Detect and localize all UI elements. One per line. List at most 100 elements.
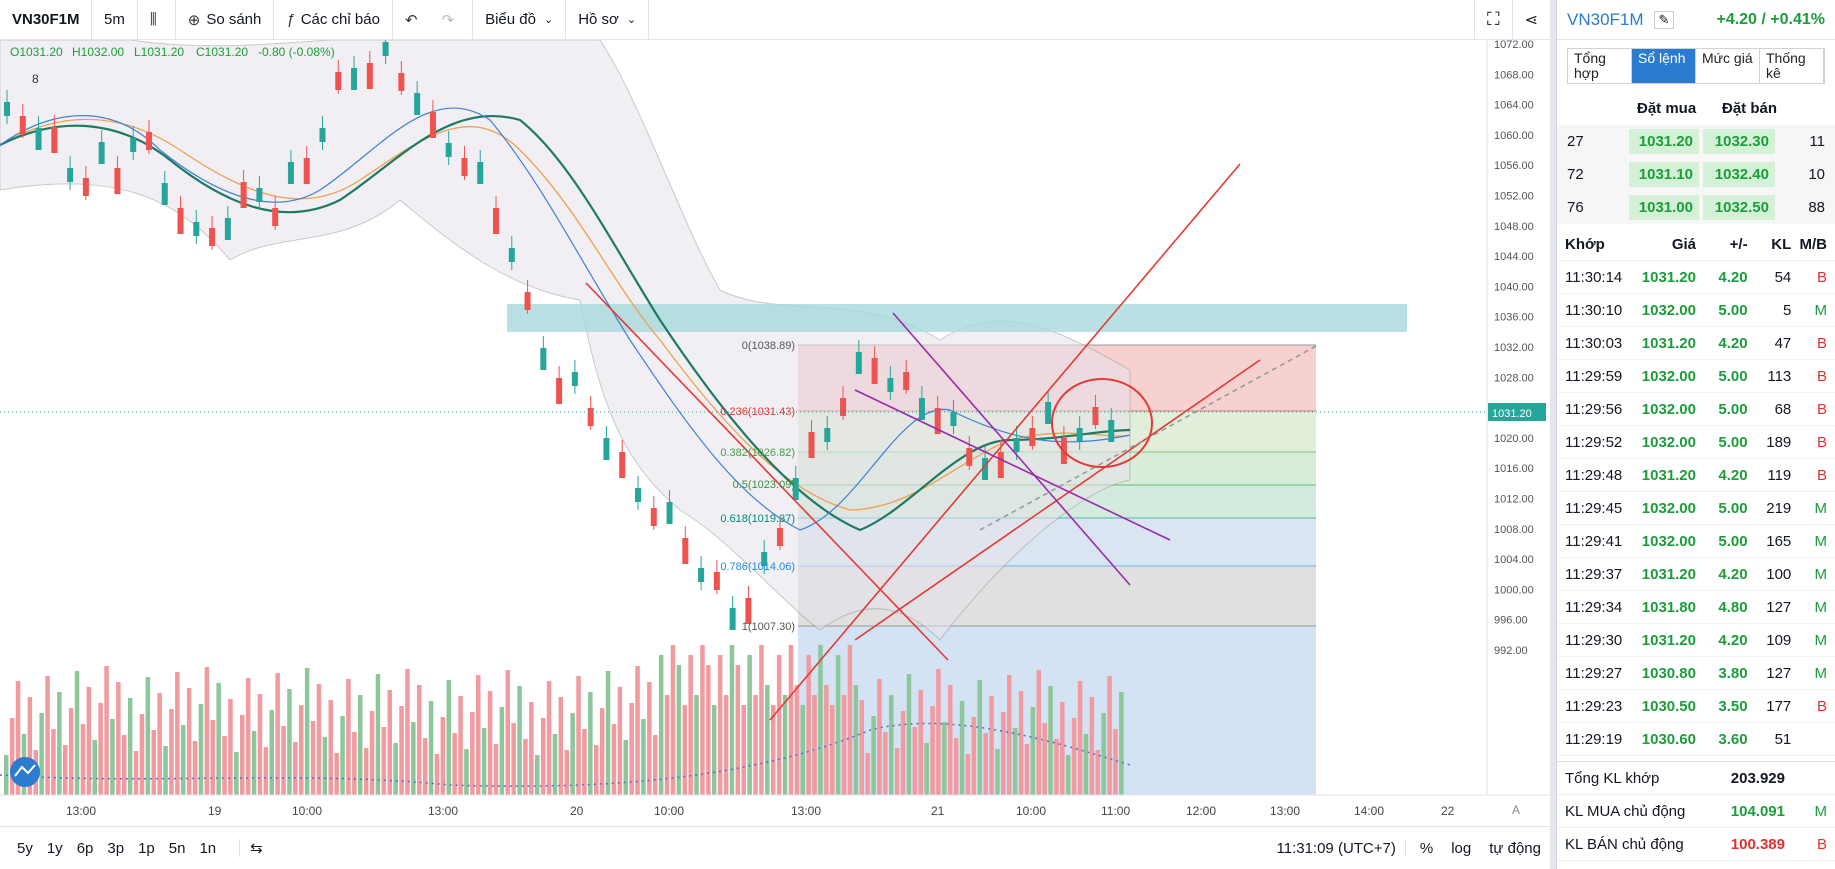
order-book: 27 1031.20 1032.30 11 72 1031.10 1032.40 10 76 10… bbox=[1557, 125, 1835, 224]
price-tick: 1044.00 bbox=[1494, 251, 1534, 263]
volume-bar bbox=[145, 677, 151, 795]
col-time: Khớp bbox=[1565, 235, 1605, 253]
volume-bar bbox=[535, 755, 540, 795]
indicator-value: 8 bbox=[32, 72, 39, 86]
col-change: +/- bbox=[1729, 235, 1748, 253]
side-symbol[interactable]: VN30F1M bbox=[1567, 9, 1644, 29]
book-row[interactable]: 72 1031.10 1032.40 10 bbox=[1557, 158, 1835, 191]
match-price: 1031.20 bbox=[1641, 334, 1696, 352]
auto-toggle[interactable]: tự động bbox=[1489, 839, 1541, 857]
volume-bar bbox=[169, 709, 174, 795]
range-5y[interactable]: 5y bbox=[17, 839, 33, 857]
price-axis[interactable]: 1072.00 1068.00 1064.00 1060.00 1056.00 1052.… bbox=[1494, 40, 1534, 657]
edit-icon[interactable]: ✎ bbox=[1653, 10, 1675, 29]
candle-body bbox=[556, 378, 563, 404]
match-row[interactable]: 11:29:56 1032.00 5.00 68 B bbox=[1557, 393, 1835, 426]
volume-bar bbox=[765, 685, 770, 795]
tab-1[interactable]: Sổ lệnh bbox=[1632, 49, 1696, 83]
volume-bar bbox=[9, 718, 15, 795]
interval-button[interactable]: 5m bbox=[92, 0, 138, 40]
volume-bar bbox=[635, 666, 640, 795]
match-time: 11:29:23 bbox=[1565, 697, 1623, 715]
ask-header: Đặt bán bbox=[1722, 100, 1778, 117]
date-range-icon[interactable]: ⇆ bbox=[239, 839, 273, 857]
range-3p[interactable]: 3p bbox=[107, 839, 125, 857]
volume-bar bbox=[794, 685, 800, 795]
match-row[interactable]: 11:30:10 1032.00 5.00 5 M bbox=[1557, 294, 1835, 327]
volume-bar bbox=[299, 705, 304, 795]
fullscreen-button[interactable]: ⛶ bbox=[1473, 0, 1513, 40]
profile-menu-button[interactable]: Hồ sơ ⌄ bbox=[566, 0, 650, 40]
compare-button[interactable]: ⊕ So sánh bbox=[176, 0, 275, 40]
match-row[interactable]: 11:29:41 1032.00 5.00 165 M bbox=[1557, 525, 1835, 558]
tab-0[interactable]: Tổng hợp bbox=[1568, 49, 1632, 83]
percent-toggle[interactable]: % bbox=[1404, 839, 1442, 857]
panel-divider[interactable] bbox=[1550, 0, 1556, 869]
match-row[interactable]: 11:29:27 1030.80 3.80 127 M bbox=[1557, 657, 1835, 690]
volume-bar bbox=[953, 738, 959, 795]
bid-header: Đặt mua bbox=[1637, 100, 1697, 117]
undo-button[interactable]: ↶ bbox=[393, 0, 430, 40]
match-change: 5.00 bbox=[1718, 301, 1748, 319]
tab-3[interactable]: Thống kê bbox=[1760, 49, 1824, 83]
match-row[interactable]: 11:29:45 1032.00 5.00 219 M bbox=[1557, 492, 1835, 525]
price-tick: 1052.00 bbox=[1494, 191, 1534, 203]
range-5n[interactable]: 5n bbox=[168, 839, 186, 857]
volume-bar bbox=[511, 723, 516, 795]
book-row[interactable]: 27 1031.20 1032.30 11 bbox=[1557, 125, 1835, 158]
match-price: 1031.80 bbox=[1641, 598, 1696, 616]
resistance-zone[interactable] bbox=[507, 304, 1407, 332]
volume-bar bbox=[594, 745, 599, 795]
match-row[interactable]: 11:29:30 1031.20 4.20 109 M bbox=[1557, 624, 1835, 657]
match-row[interactable]: 11:29:19 1030.60 3.60 51 bbox=[1557, 723, 1835, 756]
range-1n[interactable]: 1n bbox=[199, 839, 217, 857]
match-row[interactable]: 11:29:37 1031.20 4.20 100 M bbox=[1557, 558, 1835, 591]
volume-bar bbox=[440, 717, 446, 795]
match-row[interactable]: 11:30:03 1031.20 4.20 47 B bbox=[1557, 327, 1835, 360]
range-6p[interactable]: 6p bbox=[76, 839, 94, 857]
price-chart[interactable]: 0(1038.89) 0.236(1031.43) 0.382(1026.82) 0.… bbox=[0, 40, 1550, 830]
candle-body bbox=[366, 63, 373, 89]
match-change: 4.20 bbox=[1718, 268, 1748, 286]
log-toggle[interactable]: log bbox=[1451, 839, 1472, 857]
match-volume: 177 bbox=[1766, 697, 1792, 715]
trend-lines[interactable] bbox=[585, 163, 1319, 721]
volume-bar bbox=[900, 711, 906, 795]
volume-bar bbox=[588, 692, 593, 795]
redo-button[interactable]: ↷ bbox=[430, 0, 474, 40]
match-row[interactable]: 11:29:59 1032.00 5.00 113 B bbox=[1557, 360, 1835, 393]
match-volume: 100 bbox=[1766, 565, 1792, 583]
chart-menu-button[interactable]: Biểu đồ ⌄ bbox=[473, 0, 567, 40]
match-change: 3.60 bbox=[1718, 730, 1748, 748]
range-1y[interactable]: 1y bbox=[46, 839, 63, 857]
match-row[interactable]: 11:29:52 1032.00 5.00 189 B bbox=[1557, 426, 1835, 459]
tab-2[interactable]: Mức giá bbox=[1696, 49, 1760, 83]
candle-body bbox=[130, 138, 137, 152]
volume-bar bbox=[86, 687, 92, 795]
candle-type-button[interactable]: ⫼ bbox=[138, 0, 176, 40]
time-axis[interactable]: 13:00 19 10:00 13:00 20 10:00 13:00 21 10:00 11:0… bbox=[66, 804, 1455, 818]
volume-bar bbox=[68, 708, 74, 795]
symbol-button[interactable]: VN30F1M bbox=[0, 0, 92, 40]
book-row[interactable]: 76 1031.00 1032.50 88 bbox=[1557, 191, 1835, 224]
volume-bar bbox=[340, 716, 345, 795]
candle-body bbox=[477, 162, 484, 184]
summary-label: KL BÁN chủ động bbox=[1565, 835, 1684, 853]
range-1p[interactable]: 1p bbox=[138, 839, 155, 857]
candle-body bbox=[713, 572, 720, 590]
price-tick: 1012.00 bbox=[1494, 494, 1534, 506]
candle-body bbox=[272, 208, 279, 226]
axis-auto-scale-corner[interactable]: A bbox=[1512, 803, 1520, 817]
match-row[interactable]: 11:29:23 1030.50 3.50 177 B bbox=[1557, 690, 1835, 723]
col-side: M/B bbox=[1799, 235, 1828, 253]
match-row[interactable]: 11:29:48 1031.20 4.20 119 B bbox=[1557, 459, 1835, 492]
match-row[interactable]: 11:29:34 1031.80 4.80 127 M bbox=[1557, 591, 1835, 624]
match-list[interactable]: 11:30:14 1031.20 4.20 54 B 11:30:10 1032.00 5.0… bbox=[1557, 261, 1835, 756]
share-button[interactable]: ⋖ bbox=[1513, 0, 1550, 40]
volume-bar bbox=[694, 695, 699, 795]
last-price-label: 1031.20 bbox=[1492, 408, 1532, 420]
volume-bar bbox=[664, 695, 670, 795]
match-row[interactable]: 11:30:14 1031.20 4.20 54 B bbox=[1557, 261, 1835, 294]
price-tick: 1008.00 bbox=[1494, 524, 1534, 536]
indicators-button[interactable]: ƒ Các chỉ báo bbox=[274, 0, 393, 40]
